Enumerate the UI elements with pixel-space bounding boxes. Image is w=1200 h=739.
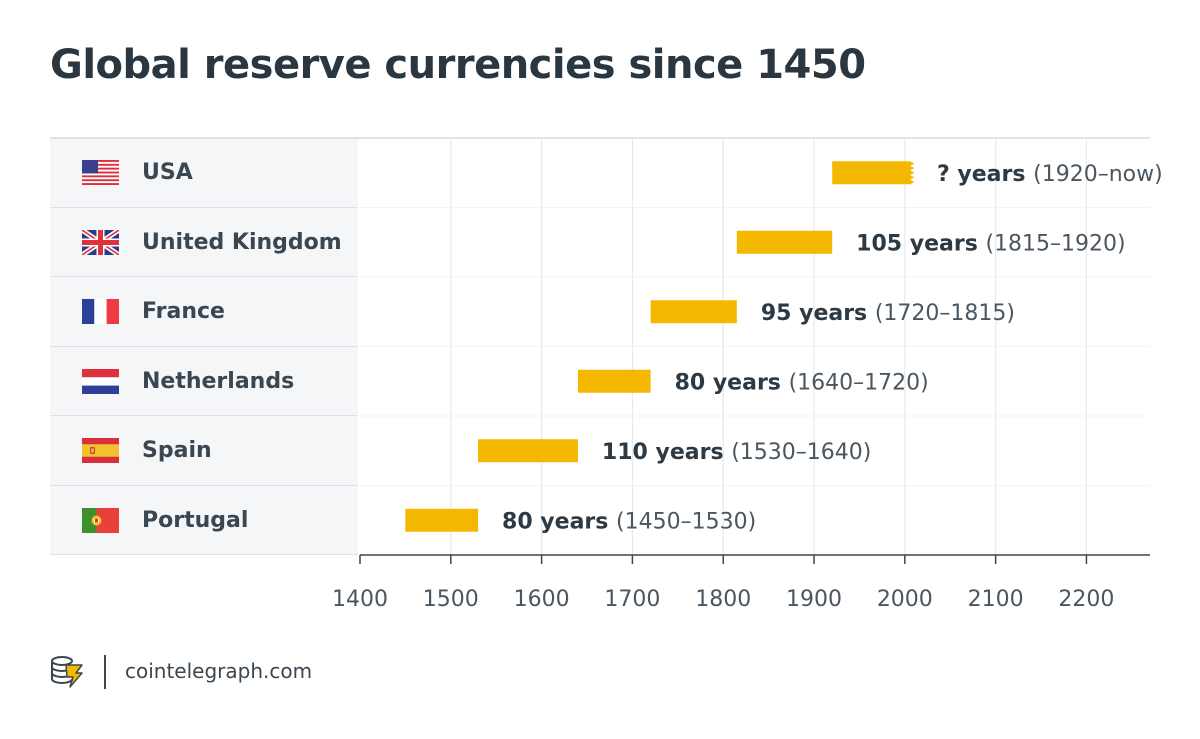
bar-label: 95 years (1720–1815) xyxy=(761,301,1015,326)
range-label: (1720–1815) xyxy=(875,301,1015,326)
duration-label: 95 years xyxy=(761,301,875,326)
range-label: (1640–1720) xyxy=(789,370,929,395)
netherlands-flag-icon xyxy=(82,368,119,394)
country-name: Netherlands xyxy=(142,368,295,394)
country-row-usa: USA xyxy=(50,138,358,208)
range-label: (1920–now) xyxy=(1033,162,1163,187)
x-tick-label: 1900 xyxy=(786,587,842,612)
footer-site: cointelegraph.com xyxy=(125,659,313,683)
country-name: United Kingdom xyxy=(142,229,342,255)
bar-united-kingdom xyxy=(736,230,833,254)
bar-label: 110 years (1530–1640) xyxy=(602,440,871,465)
footer-divider xyxy=(104,655,106,689)
x-tick-label: 1600 xyxy=(514,587,570,612)
bar-usa xyxy=(832,161,915,185)
x-tick-label: 2200 xyxy=(1058,587,1114,612)
duration-label: 110 years xyxy=(602,440,731,465)
bar-label: 105 years (1815–1920) xyxy=(856,231,1125,256)
bar-netherlands xyxy=(577,369,651,393)
country-row-france: France xyxy=(50,277,358,347)
bar-label: 80 years (1640–1720) xyxy=(675,370,929,395)
bar-label: ? years (1920–now) xyxy=(937,162,1163,187)
country-row-spain: Spain xyxy=(50,416,358,486)
duration-label: 80 years xyxy=(675,370,789,395)
spain-flag-icon xyxy=(82,438,119,463)
country-panel: USA United Kingdom France Netherlands xyxy=(50,138,358,555)
duration-label: ? years xyxy=(937,162,1033,187)
france-flag-icon xyxy=(82,299,119,324)
x-tick-label: 1500 xyxy=(423,587,479,612)
usa-flag-icon xyxy=(82,160,119,185)
duration-label: 105 years xyxy=(856,231,985,256)
chart-title: Global reserve currencies since 1450 xyxy=(50,42,866,88)
portugal-flag-icon xyxy=(82,507,119,533)
country-row-netherlands: Netherlands xyxy=(50,347,358,416)
x-tick-label: 1400 xyxy=(332,587,388,612)
range-label: (1530–1640) xyxy=(731,440,871,465)
x-tick-label: 1800 xyxy=(695,587,751,612)
bar-portugal xyxy=(405,508,479,532)
duration-label: 80 years xyxy=(502,509,616,534)
uk-flag-icon xyxy=(82,229,119,255)
country-name: Portugal xyxy=(142,507,249,533)
country-name: Spain xyxy=(142,438,212,463)
cointelegraph-logo-icon xyxy=(51,656,83,688)
range-label: (1815–1920) xyxy=(985,231,1125,256)
bar-france xyxy=(650,300,737,324)
country-row-portugal: Portugal xyxy=(50,486,358,555)
country-row-united-kingdom: United Kingdom xyxy=(50,208,358,277)
x-tick-label: 2000 xyxy=(877,587,933,612)
bar-label: 80 years (1450–1530) xyxy=(502,509,756,534)
bar-spain xyxy=(478,439,578,463)
country-name: France xyxy=(142,299,225,324)
range-label: (1450–1530) xyxy=(616,509,756,534)
x-tick-label: 1700 xyxy=(604,587,660,612)
x-tick-label: 2100 xyxy=(968,587,1024,612)
country-name: USA xyxy=(142,160,193,185)
